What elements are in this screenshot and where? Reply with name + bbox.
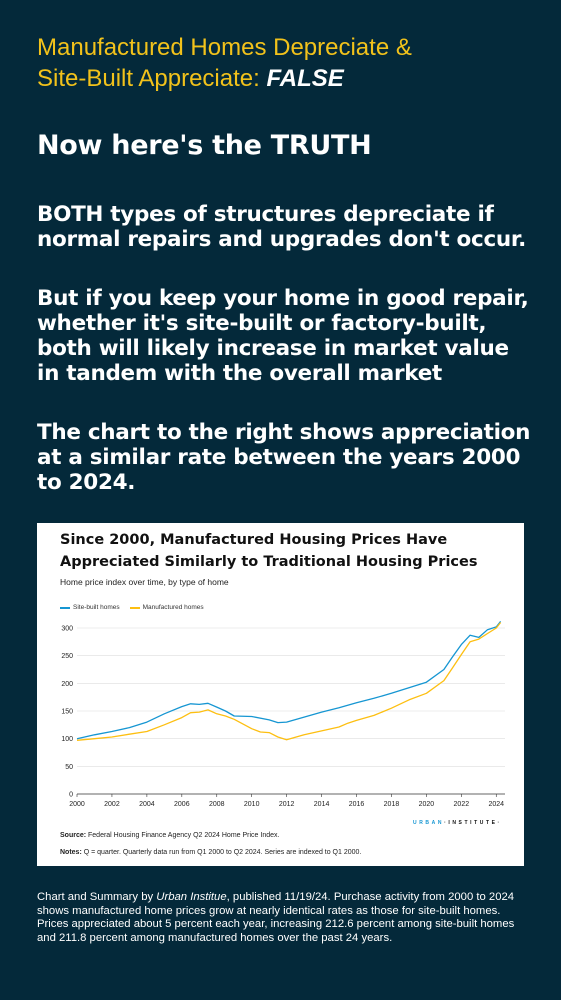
legend-item-site-built: Site-built homes [60, 604, 120, 611]
paragraph-depreciate: BOTH types of structures depreciate if n… [37, 202, 527, 252]
x-tick-label: 2000 [69, 801, 85, 808]
x-tick-label: 2004 [139, 801, 155, 808]
x-tick-label: 2012 [279, 801, 295, 808]
source-text: Federal Housing Finance Agency Q2 2024 H… [86, 832, 280, 839]
legend-swatch-manufactured [129, 606, 140, 609]
x-tick-label: 2016 [349, 801, 365, 808]
legend-label-site-built: Site-built homes [73, 604, 120, 611]
chart-subtitle: Home price index over time, by type of h… [60, 577, 229, 587]
chart-notes: Notes: Q = quarter. Quarterly data run f… [60, 849, 361, 856]
chart-legend: Site-built homes Manufactured homes [60, 604, 204, 611]
x-tick-label: 2002 [104, 801, 120, 808]
chart-card: Since 2000, Manufactured Housing Prices … [37, 523, 524, 866]
legend-item-manufactured: Manufactured homes [129, 604, 204, 611]
logo-part-urban: URBAN [413, 820, 445, 826]
headline-line-2-text: Site-Built Appreciate: [37, 65, 267, 92]
headline: Manufactured Homes Depreciate & Site-Bui… [37, 32, 537, 94]
x-tick-label: 2024 [488, 801, 504, 808]
x-tick-label: 2008 [209, 801, 225, 808]
notes-label: Notes: [60, 849, 82, 856]
x-tick-label: 2022 [454, 801, 470, 808]
y-tick-label: 150 [61, 709, 73, 716]
y-tick-label: 50 [65, 764, 73, 771]
headline-line-2: Site-Built Appreciate: FALSE [37, 63, 537, 94]
notes-text: Q = quarter. Quarterly data run from Q1 … [81, 849, 362, 856]
paragraph-chart-reference: The chart to the right shows appreciatio… [37, 420, 531, 495]
legend-swatch-site-built [60, 606, 70, 609]
x-tick-label: 2006 [174, 801, 190, 808]
legend-label-manufactured: Manufactured homes [142, 604, 204, 611]
truth-heading: Now here's the TRUTH [37, 130, 372, 161]
footer-publisher: Urban Institue [156, 891, 227, 903]
y-tick-label: 100 [61, 736, 73, 743]
footer-summary: Chart and Summary by Urban Institue, pub… [37, 891, 527, 945]
footer-prefix: Chart and Summary by [37, 891, 157, 903]
false-label: FALSE [266, 65, 344, 92]
paragraph-good-repair: But if you keep your home in good repair… [37, 286, 529, 386]
footer-suffix: , published 11/19/24. Purchase activity … [37, 891, 515, 944]
x-tick-label: 2018 [384, 801, 400, 808]
x-tick-label: 2020 [419, 801, 435, 808]
urban-institute-logo: URBAN·INSTITUTE· [413, 820, 502, 826]
series-line-manufactured [76, 622, 502, 741]
y-tick-label: 200 [61, 681, 73, 688]
series-line-site-built [76, 620, 502, 740]
y-tick-label: 250 [61, 653, 73, 660]
x-tick-label: 2010 [244, 801, 260, 808]
source-label: Source: [60, 832, 87, 839]
line-chart: 0 50 100 150 200 250 300 2000 2002 2004 2006 2008 20… [61, 620, 505, 808]
logo-part-institute: ·INSTITUTE· [444, 820, 502, 826]
chart-source: Source: Federal Housing Finance Agency Q… [60, 832, 279, 839]
headline-line-1: Manufactured Homes Depreciate & [37, 34, 412, 61]
chart-title: Since 2000, Manufactured Housing Prices … [60, 532, 478, 570]
y-tick-label: 300 [61, 626, 73, 633]
x-tick-label: 2014 [314, 801, 330, 808]
y-tick-label: 0 [69, 792, 73, 799]
